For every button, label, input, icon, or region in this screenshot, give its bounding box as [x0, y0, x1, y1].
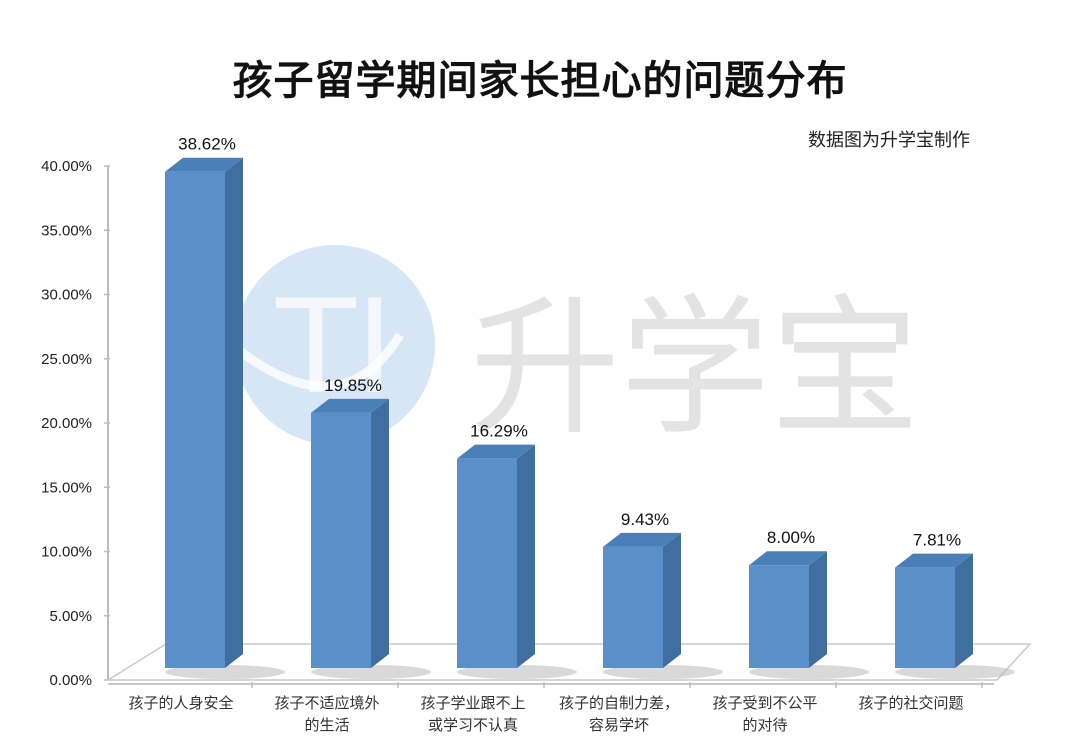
- watermark-logo: TI: [211, 245, 435, 445]
- bar-top: [603, 532, 681, 547]
- bar-side: [371, 398, 389, 668]
- bar-2: 19.85%: [311, 376, 431, 679]
- x-category-label: 孩子受到不公平: [712, 694, 817, 712]
- bar-top: [457, 444, 535, 459]
- bar-1: 38.62%: [165, 135, 285, 679]
- watermark-logo-letters: TI: [275, 271, 394, 423]
- bar-shadow: [457, 665, 577, 679]
- bar-front: [895, 567, 955, 668]
- x-category-label: 孩子的自制力差，: [559, 694, 679, 712]
- chart-credit: 数据图为升学宝制作: [808, 130, 970, 151]
- x-category-label: 孩子的社交问题: [858, 694, 963, 712]
- y-tick-label: 0.00%: [49, 672, 92, 689]
- bar-top: [311, 398, 389, 413]
- y-tick-label: 40.00%: [41, 158, 92, 175]
- bar-top: [165, 157, 243, 172]
- bar-shadow: [749, 665, 869, 679]
- bar-value-label: 7.81%: [913, 531, 961, 550]
- y-tick-label: 35.00%: [41, 222, 92, 239]
- bar-front: [603, 546, 663, 668]
- y-tick-label: 20.00%: [41, 415, 92, 432]
- bar-side: [517, 444, 535, 668]
- bar-front: [749, 565, 809, 668]
- bar-value-label: 38.62%: [178, 135, 236, 154]
- x-category-label: 的对待: [742, 716, 787, 734]
- y-tick-label: 25.00%: [41, 351, 92, 368]
- bar-shadow: [603, 665, 723, 679]
- watermark-circle-icon: [235, 245, 435, 445]
- x-category-label: 孩子的人身安全: [128, 694, 233, 712]
- bar-front: [165, 171, 225, 668]
- y-tick-label: 15.00%: [41, 479, 92, 496]
- bar-value-label: 8.00%: [767, 528, 815, 547]
- y-tick-label: 30.00%: [41, 287, 92, 304]
- watermark-smile-arrow-icon: [211, 326, 404, 391]
- bar-side: [955, 553, 973, 668]
- bar-front: [457, 458, 517, 668]
- bar-shadow: [165, 665, 285, 679]
- watermark-text: 升学宝: [470, 282, 920, 456]
- x-category-label: 的生活: [304, 716, 349, 734]
- x-category-label: 容易学坏: [589, 716, 649, 734]
- y-tick-label: 5.00%: [49, 608, 92, 625]
- chart-title: 孩子留学期间家长担心的问题分布: [232, 58, 848, 104]
- x-category-label: 孩子不适应境外: [274, 694, 379, 712]
- bar-5: 8.00%: [749, 528, 869, 679]
- bar-side: [809, 551, 827, 668]
- bar-side: [225, 157, 243, 668]
- bar-top: [895, 553, 973, 568]
- x-category-label: 孩子学业跟不上: [420, 694, 525, 712]
- bar-shadow: [895, 665, 1015, 679]
- bar-6: 7.81%: [895, 531, 1015, 679]
- y-tick-label: 10.00%: [41, 544, 92, 561]
- bar-shadow: [311, 665, 431, 679]
- bar-side: [663, 532, 681, 668]
- bar-value-label: 19.85%: [324, 376, 382, 395]
- bar-4: 9.43%: [603, 510, 723, 679]
- x-category-label: 或学习不认真: [428, 716, 518, 734]
- bar-top: [749, 551, 827, 566]
- bar-front: [311, 412, 371, 668]
- bar-value-label: 16.29%: [470, 422, 528, 441]
- bar-3: 16.29%: [457, 422, 577, 679]
- bar-value-label: 9.43%: [621, 510, 669, 529]
